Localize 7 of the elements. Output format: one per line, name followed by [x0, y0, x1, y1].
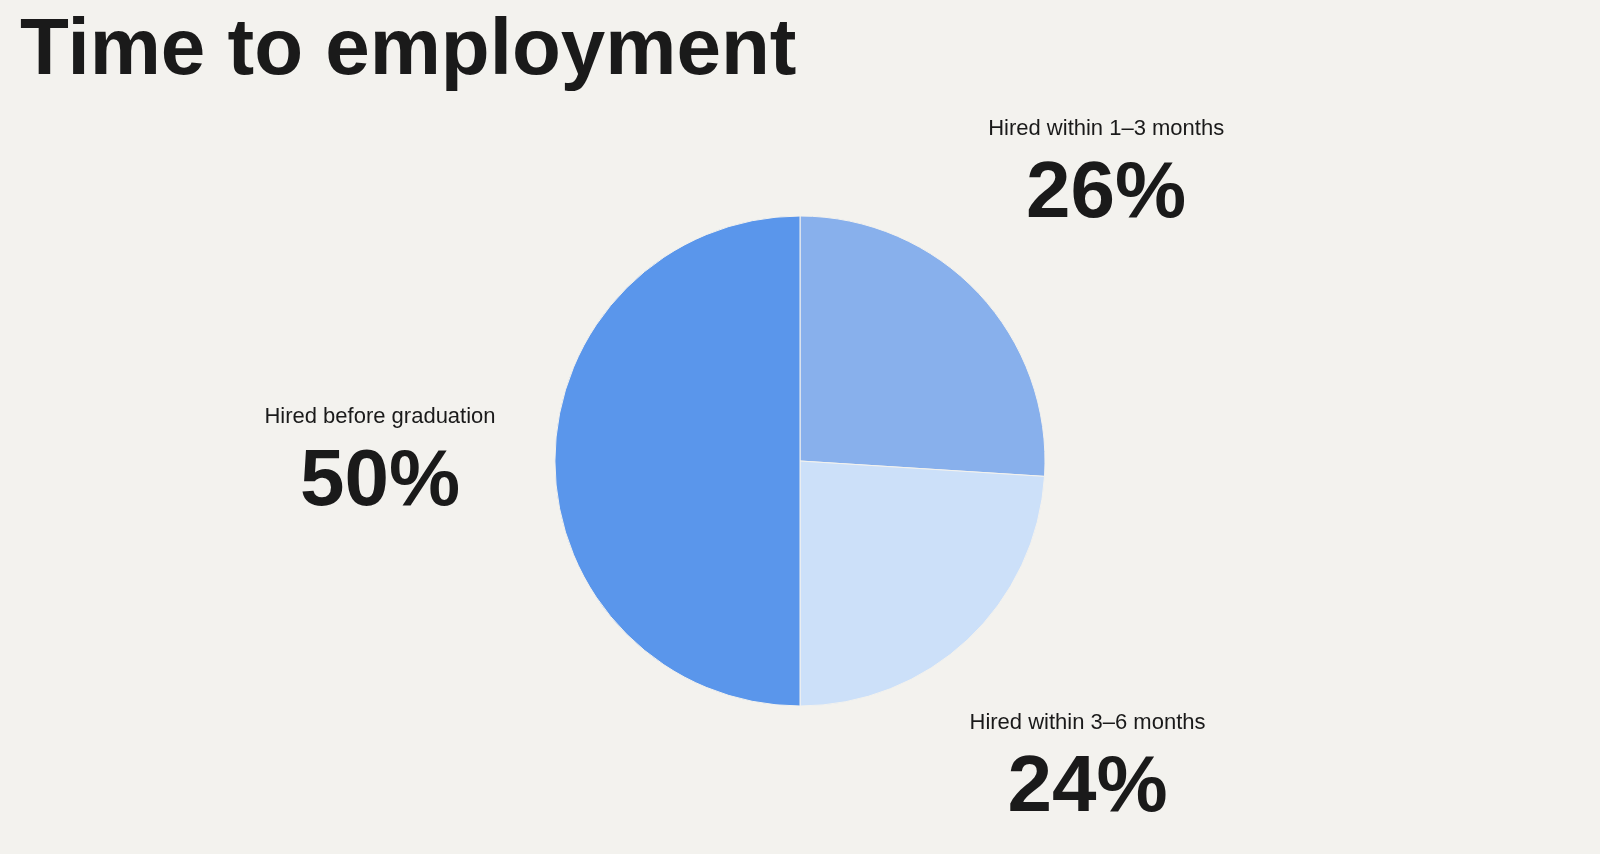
data-label: 24% [1007, 739, 1168, 829]
data-label: 26% [1026, 145, 1187, 235]
data-label: 50% [299, 433, 461, 522]
slice-label: Hired within 1–3 months [988, 115, 1225, 141]
slice-label: Hired before graduation [264, 403, 496, 428]
chart-title: Time to employment [20, 2, 797, 91]
slice-label: Hired within 3–6 months [969, 709, 1206, 735]
